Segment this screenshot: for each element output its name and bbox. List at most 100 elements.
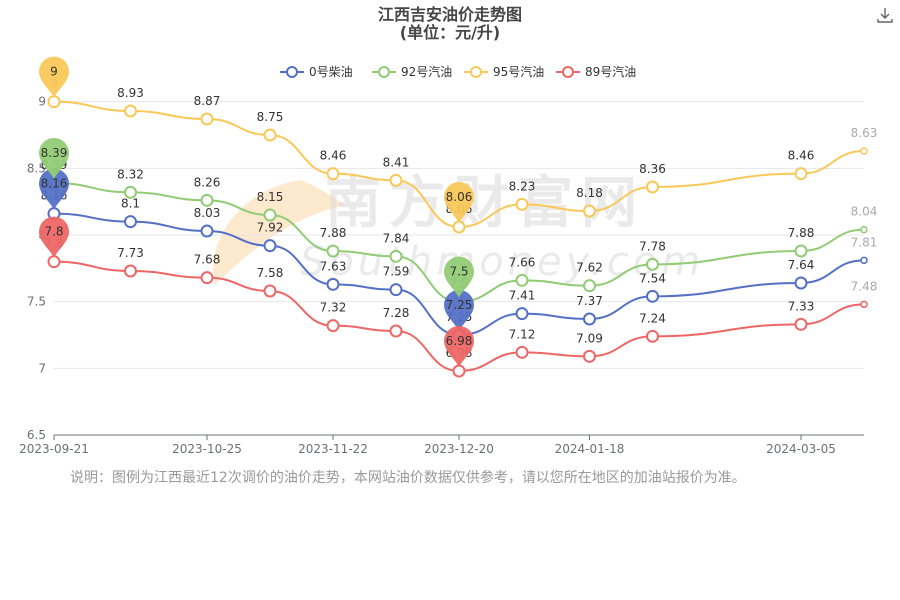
- data-point: [794, 276, 808, 290]
- data-point: [47, 255, 61, 269]
- data-point: [124, 264, 137, 278]
- y-tick-label: 9: [38, 95, 46, 109]
- data-label: 7.48: [851, 279, 878, 293]
- x-tick-label: 2023-12-20: [424, 442, 494, 456]
- y-tick-label: 8.5: [27, 161, 46, 175]
- pin-marker: [444, 256, 474, 298]
- data-point: [124, 185, 137, 199]
- legend-marker: [286, 66, 298, 78]
- grid: [54, 101, 864, 369]
- pin-label: 8.06: [446, 190, 473, 204]
- data-point: [200, 112, 214, 126]
- pin-marker: [444, 326, 474, 367]
- legend-label: 95号汽油: [493, 64, 544, 79]
- data-label: 7.32: [320, 301, 347, 315]
- data-point: [389, 249, 403, 263]
- pin-label: 8.39: [41, 146, 68, 160]
- data-label: 7.33: [788, 299, 815, 313]
- data-point: [124, 104, 137, 118]
- data-point: [583, 204, 596, 218]
- data-label: 8.63: [851, 126, 878, 140]
- data-point: [646, 180, 659, 194]
- data-point: [794, 317, 808, 331]
- data-point: [263, 239, 277, 253]
- data-point: [583, 312, 596, 326]
- pin-label: 6.98: [446, 334, 473, 348]
- pin-label: 7.25: [446, 298, 473, 312]
- series-layer: [47, 95, 868, 378]
- data-label: 7.54: [639, 271, 666, 285]
- data-point: [263, 284, 277, 298]
- legend[interactable]: 0号柴油 92号汽油 95号汽油 89号汽油: [280, 64, 636, 79]
- chart-subtitle: (单位：元/升): [400, 23, 500, 42]
- pin-label: 7.8: [44, 225, 63, 239]
- data-label: 7.78: [639, 239, 666, 253]
- data-label: 8.03: [194, 206, 221, 220]
- data-label: 8.46: [788, 149, 815, 163]
- data-label: 8.23: [509, 179, 536, 193]
- legend-label: 92号汽油: [401, 64, 452, 79]
- download-icon[interactable]: [876, 6, 894, 24]
- data-label: 7.24: [639, 311, 666, 325]
- pin-marker: [444, 182, 474, 223]
- pin-marker: [39, 168, 69, 210]
- pin-marker: [39, 138, 69, 179]
- data-point: [326, 277, 340, 291]
- pin-label: 8.16: [41, 177, 68, 191]
- pin-marker: [39, 56, 69, 98]
- data-label: 8.18: [576, 186, 603, 200]
- data-label: 7.62: [576, 261, 603, 275]
- data-label: 7.84: [383, 231, 410, 245]
- data-point: [389, 283, 403, 297]
- data-point: [200, 271, 214, 285]
- data-point: [860, 300, 868, 309]
- legend-marker: [470, 66, 482, 78]
- data-point: [515, 307, 529, 321]
- watermark-en: Southmoney.com: [300, 239, 704, 285]
- x-tick-label: 2024-03-05: [766, 442, 836, 456]
- data-point: [646, 257, 659, 271]
- data-point: [124, 215, 137, 229]
- data-label: 7.37: [576, 294, 603, 308]
- data-point: [583, 279, 596, 293]
- pin-label: 9: [50, 65, 58, 79]
- data-point: [263, 128, 277, 142]
- data-label: 7.66: [509, 255, 536, 269]
- chart-title: 江西吉安油价走势图: [378, 5, 522, 24]
- series-line: [53, 182, 865, 303]
- data-point: [515, 345, 529, 359]
- data-point: [794, 244, 808, 258]
- data-point: [389, 324, 403, 338]
- data-labels: 8.168.18.037.927.637.597.257.417.377.547…: [41, 77, 878, 360]
- data-point: [452, 220, 466, 234]
- x-tick-label: 2023-11-22: [298, 442, 368, 456]
- pin-marker: [444, 290, 474, 331]
- y-tick-label: 7: [38, 361, 46, 375]
- legend-label: 89号汽油: [585, 64, 636, 79]
- data-point: [860, 225, 868, 234]
- data-label: 7.58: [257, 266, 284, 280]
- data-label: 7.12: [509, 327, 536, 341]
- watermark-cn: 南方财富网: [325, 171, 645, 236]
- footnote: 说明：图例为江西最近12次调价的油价走势，本网站油价数据仅供参考，请以您所在地区…: [70, 470, 746, 486]
- data-point: [326, 319, 340, 333]
- data-label: 8.87: [194, 94, 221, 108]
- data-label: 8.41: [383, 155, 410, 169]
- data-label: 8.93: [117, 86, 144, 100]
- data-label: 7.88: [788, 226, 815, 240]
- data-point: [47, 95, 61, 109]
- data-label: 7.68: [194, 253, 221, 267]
- data-label: 8.15: [257, 190, 284, 204]
- data-point: [263, 208, 277, 222]
- pin-marker: [39, 216, 69, 258]
- x-tick-label: 2024-01-18: [555, 442, 625, 456]
- data-label: 7.64: [788, 258, 815, 272]
- data-point: [794, 167, 808, 181]
- data-point: [646, 289, 659, 303]
- data-label: 7.92: [257, 221, 284, 235]
- data-point: [515, 273, 529, 287]
- pin-label: 7.5: [449, 265, 468, 279]
- extreme-pins: 8.16 7.25 8.39 7.5 9 8.06 7.8 6.98: [39, 56, 474, 367]
- x-tick-label: 2023-09-21: [19, 442, 89, 456]
